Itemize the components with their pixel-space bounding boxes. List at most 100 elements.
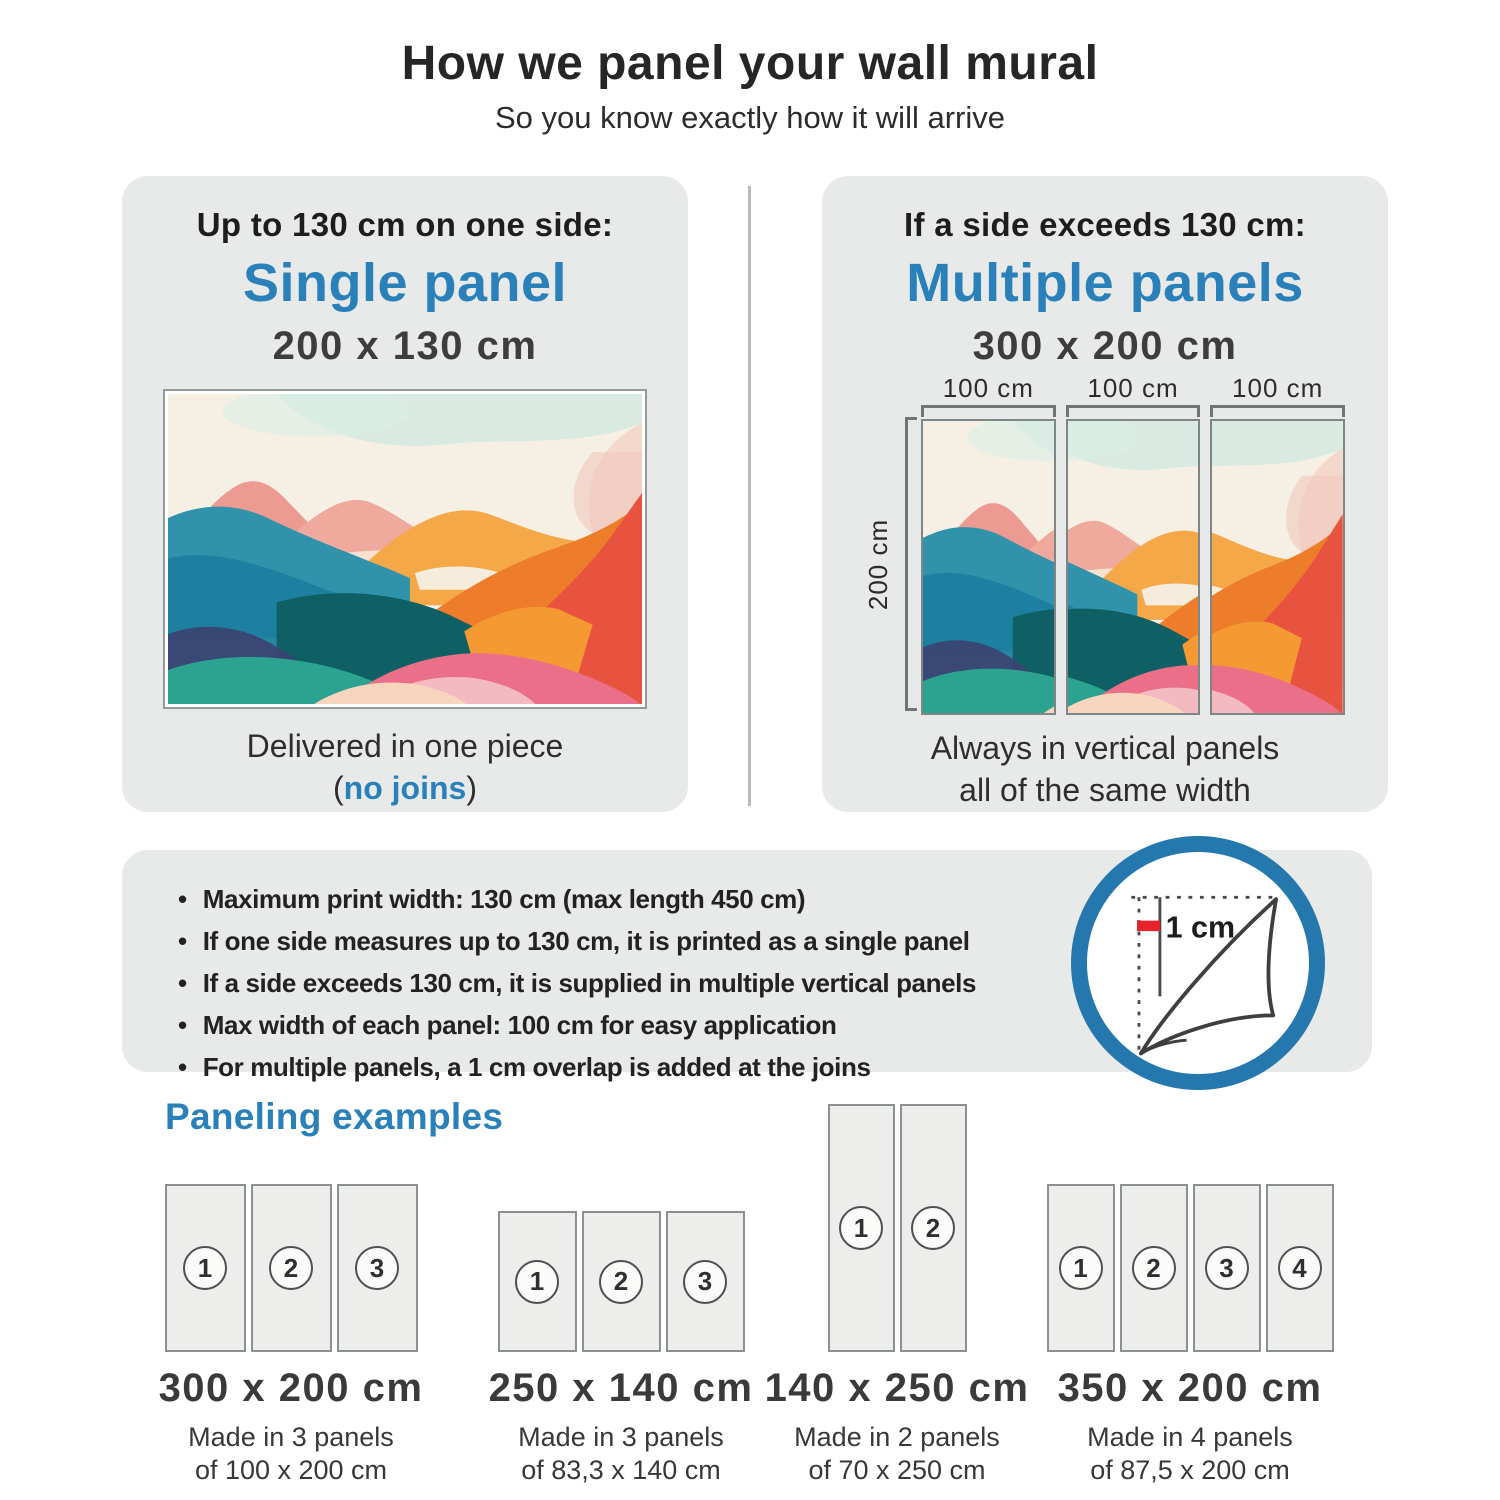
mural-artwork-slice-1 xyxy=(923,421,1054,713)
mural-slice-2 xyxy=(1065,419,1201,715)
panel-number-badge: 1 xyxy=(839,1206,883,1250)
panel-number-badge: 2 xyxy=(1131,1246,1176,1290)
example-size: 350 x 200 cm xyxy=(1057,1366,1323,1410)
height-measure-label-wrap: 200 cm xyxy=(857,415,901,713)
panel-number-badge: 1 xyxy=(515,1259,559,1304)
multiple-panels-card: If a side exceeds 130 cm: Multiple panel… xyxy=(822,176,1388,812)
made-line2: of 100 x 200 cm xyxy=(194,1455,388,1485)
no-joins-text: no joins xyxy=(343,770,467,806)
spec-bullet-text: Maximum print width: 130 cm (max length … xyxy=(202,884,806,914)
caption-paren-open: ( xyxy=(333,770,344,806)
panel-number-badge: 4 xyxy=(1277,1246,1322,1290)
width-measure-bracket-1 xyxy=(921,405,1056,418)
bullet-dot: • xyxy=(178,1052,187,1082)
example-made-in: Made in 4 panels of 87,5 x 200 cm xyxy=(1020,1421,1360,1487)
example-panel: 1 xyxy=(1046,1184,1115,1352)
caption-paren-close: ) xyxy=(466,770,477,806)
page-curl-icon: 1 cm xyxy=(1131,895,1278,1056)
caption-line2: all of the same width xyxy=(959,772,1251,808)
example-panel: 2 xyxy=(581,1211,661,1352)
spec-bullet-text: For multiple panels, a 1 cm overlap is a… xyxy=(202,1052,871,1082)
bullet-dot: • xyxy=(178,1010,187,1040)
width-measure-bracket-2 xyxy=(1065,405,1201,418)
spec-bullet-text: Max width of each panel: 100 cm for easy… xyxy=(202,1010,837,1040)
made-line1: Made in 2 panels xyxy=(794,1422,1000,1452)
spec-bullet: • If one side measures up to 130 cm, it i… xyxy=(178,926,1372,957)
panel-column-2: 100 cm xyxy=(1065,373,1201,715)
example-made-in: Made in 3 panels of 100 x 200 cm xyxy=(121,1421,461,1487)
panel-number-badge: 3 xyxy=(355,1246,399,1290)
example-panel: 3 xyxy=(1192,1184,1261,1352)
example-panel: 3 xyxy=(336,1184,418,1352)
multiple-panels-condition: If a side exceeds 130 cm: xyxy=(904,206,1306,243)
mural-slice-1 xyxy=(921,419,1056,715)
specs-bullet-list: • Maximum print width: 130 cm (max length… xyxy=(178,884,1372,1083)
panel-number-badge: 1 xyxy=(183,1246,227,1290)
mural-artwork xyxy=(168,394,642,704)
panel-number-badge: 2 xyxy=(911,1206,955,1250)
panel-number-badge: 2 xyxy=(269,1246,313,1290)
mural-artwork-slice-3 xyxy=(1212,421,1343,713)
made-line2: of 70 x 250 cm xyxy=(808,1455,986,1485)
example-size: 300 x 200 cm xyxy=(158,1366,424,1410)
multiple-panels-size: 300 x 200 cm xyxy=(972,324,1238,368)
panel-column-3: 100 cm xyxy=(1210,373,1345,715)
single-panel-size: 200 x 130 cm xyxy=(272,324,538,368)
made-line1: Made in 4 panels xyxy=(1087,1422,1293,1452)
example-panel: 2 xyxy=(1119,1184,1188,1352)
page-title: How we panel your wall mural xyxy=(401,37,1099,90)
made-line1: Made in 3 panels xyxy=(188,1422,394,1452)
examples-heading: Paneling examples xyxy=(165,1096,504,1137)
spec-bullet: • Max width of each panel: 100 cm for eas… xyxy=(178,1010,1372,1041)
spec-bullet-text: If a side exceeds 130 cm, it is supplied… xyxy=(202,968,977,998)
panel-column-1: 100 cm xyxy=(921,373,1056,715)
bullet-dot: • xyxy=(178,968,187,998)
multiple-panels-title: Multiple panels xyxy=(906,253,1304,313)
width-measure-label-1: 100 cm xyxy=(942,373,1034,403)
example-panel: 1 xyxy=(497,1211,577,1352)
example-panel: 2 xyxy=(899,1104,967,1352)
overlap-illustration-badge: 1 cm xyxy=(1071,836,1325,1090)
bullet-dot: • xyxy=(178,926,187,956)
example-size: 250 x 140 cm xyxy=(488,1366,754,1410)
width-measure-label-2: 100 cm xyxy=(1087,373,1179,403)
height-measure-bracket xyxy=(905,417,918,711)
example-panel: 1 xyxy=(164,1184,246,1352)
example-panel: 3 xyxy=(665,1211,745,1352)
page-subtitle: So you know exactly how it will arrive xyxy=(495,100,1005,135)
example-panel: 4 xyxy=(1265,1184,1334,1352)
height-measure-label: 200 cm xyxy=(863,518,894,610)
example-made-in: Made in 3 panels of 83,3 x 140 cm xyxy=(451,1421,791,1487)
caption-line1: Delivered in one piece xyxy=(246,728,564,764)
width-measure-label-3: 100 cm xyxy=(1232,373,1324,403)
cards-divider xyxy=(748,186,751,806)
made-line2: of 83,3 x 140 cm xyxy=(521,1455,721,1485)
made-line1: Made in 3 panels xyxy=(518,1422,724,1452)
overlap-measure-label: 1 cm xyxy=(1166,910,1235,944)
single-panel-caption: Delivered in one piece (no joins) xyxy=(122,725,688,809)
spec-bullet: • For multiple panels, a 1 cm overlap is … xyxy=(178,1052,1372,1083)
mural-slice-3 xyxy=(1210,419,1345,715)
spec-bullet-text: If one side measures up to 130 cm, it is… xyxy=(202,926,970,956)
spec-bullet: • If a side exceeds 130 cm, it is supplie… xyxy=(178,968,1372,999)
bullet-dot: • xyxy=(178,884,187,914)
example-size: 140 x 250 cm xyxy=(764,1366,1030,1410)
panel-number-badge: 3 xyxy=(683,1259,727,1304)
multiple-panels-caption: Always in vertical panels all of the sam… xyxy=(822,727,1388,811)
example-panel: 1 xyxy=(827,1104,895,1352)
single-panel-condition: Up to 130 cm on one side: xyxy=(196,206,614,243)
caption-line1: Always in vertical panels xyxy=(930,730,1280,766)
panel-number-badge: 2 xyxy=(599,1259,643,1304)
single-panel-title: Single panel xyxy=(242,253,568,313)
mural-artwork-slice-2 xyxy=(1067,421,1199,713)
panel-number-badge: 3 xyxy=(1204,1246,1249,1290)
width-measure-bracket-3 xyxy=(1210,405,1345,418)
made-line2: of 87,5 x 200 cm xyxy=(1090,1455,1290,1485)
